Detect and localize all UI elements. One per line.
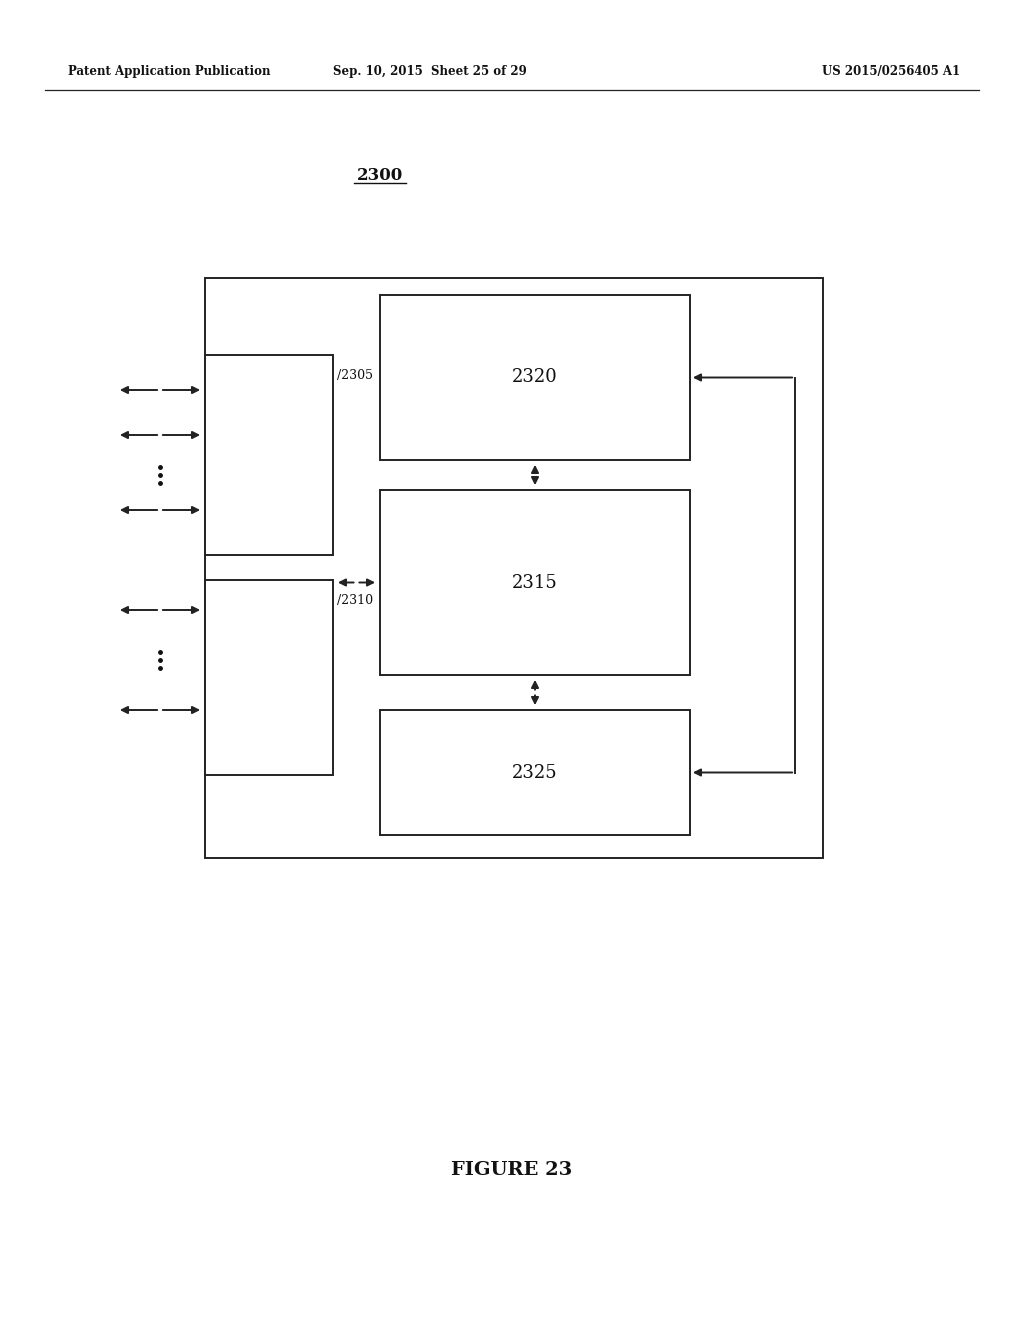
Text: /2305: /2305 (337, 370, 373, 381)
Text: Patent Application Publication: Patent Application Publication (68, 66, 270, 78)
Bar (205, 279, 823, 858)
Text: 2320: 2320 (512, 368, 558, 387)
Bar (205, 355, 333, 554)
Bar (205, 579, 333, 775)
Text: /2310: /2310 (337, 594, 373, 607)
Bar (380, 490, 690, 675)
Text: 2300: 2300 (357, 166, 403, 183)
Text: 2325: 2325 (512, 763, 558, 781)
Text: US 2015/0256405 A1: US 2015/0256405 A1 (822, 66, 961, 78)
Text: Sep. 10, 2015  Sheet 25 of 29: Sep. 10, 2015 Sheet 25 of 29 (333, 66, 527, 78)
Bar (380, 294, 690, 459)
Text: FIGURE 23: FIGURE 23 (452, 1162, 572, 1179)
Text: 2315: 2315 (512, 573, 558, 591)
Bar (380, 710, 690, 836)
